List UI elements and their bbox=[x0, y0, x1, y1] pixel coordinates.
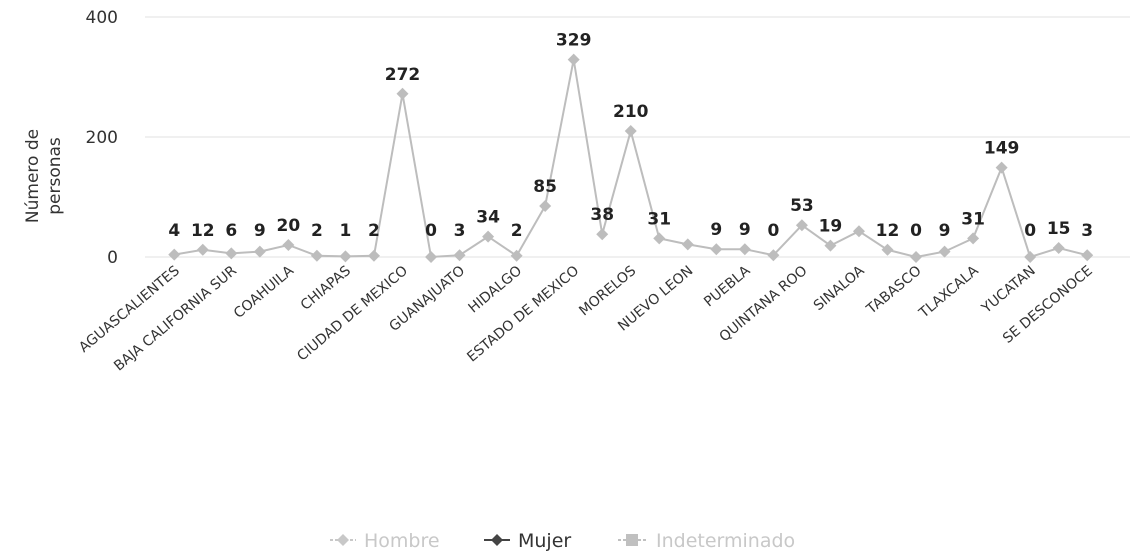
data-point[interactable] bbox=[253, 245, 266, 258]
data-label: 1 bbox=[340, 221, 352, 241]
x-tick-label: PUEBLA bbox=[701, 263, 754, 311]
data-point[interactable] bbox=[624, 125, 637, 137]
data-label: 9 bbox=[739, 220, 751, 240]
data-label: 53 bbox=[790, 196, 814, 216]
data-label: 3 bbox=[1081, 221, 1093, 241]
data-label: 12 bbox=[191, 221, 215, 241]
data-label: 0 bbox=[910, 221, 922, 241]
data-point[interactable] bbox=[795, 219, 808, 232]
data-point[interactable] bbox=[767, 249, 780, 262]
legend-label-hombre: Hombre bbox=[364, 530, 440, 552]
data-point[interactable] bbox=[824, 239, 837, 252]
data-label: 12 bbox=[876, 221, 900, 241]
data-label: 149 bbox=[984, 139, 1020, 159]
data-point[interactable] bbox=[196, 243, 209, 256]
data-point[interactable] bbox=[938, 245, 951, 258]
data-point[interactable] bbox=[510, 249, 523, 262]
data-label: 2 bbox=[511, 221, 523, 241]
legend-item-hombre[interactable]: Hombre bbox=[330, 530, 440, 552]
data-label: 85 bbox=[533, 177, 557, 197]
y-axis: 0 200 400 bbox=[86, 8, 118, 268]
data-point[interactable] bbox=[539, 200, 552, 212]
data-label: 6 bbox=[225, 221, 237, 241]
data-label: 9 bbox=[710, 220, 722, 240]
data-point[interactable] bbox=[225, 247, 238, 260]
data-point[interactable] bbox=[1081, 249, 1094, 262]
x-tick-label: TABASCO bbox=[863, 263, 925, 318]
data-point[interactable] bbox=[681, 238, 694, 251]
data-point[interactable] bbox=[596, 228, 609, 241]
legend-marker-mujer bbox=[491, 534, 503, 546]
data-point[interactable] bbox=[710, 243, 723, 256]
data-label: 15 bbox=[1047, 219, 1071, 239]
data-point[interactable] bbox=[881, 243, 894, 256]
data-label: 38 bbox=[590, 205, 614, 225]
x-tick-label: ESTADO DE MEXICO bbox=[464, 263, 582, 366]
data-label: 3 bbox=[454, 221, 466, 241]
legend-label-mujer: Mujer bbox=[518, 530, 571, 552]
legend-item-indeterminado[interactable]: Indeterminado bbox=[618, 530, 795, 552]
data-point[interactable] bbox=[852, 225, 865, 238]
data-label: 9 bbox=[254, 221, 266, 241]
data-point[interactable] bbox=[367, 249, 380, 262]
data-point[interactable] bbox=[396, 87, 409, 100]
data-point[interactable] bbox=[425, 251, 438, 263]
data-point[interactable] bbox=[168, 248, 181, 261]
data-label: 272 bbox=[385, 65, 421, 85]
y-axis-label-line-1: Número de bbox=[23, 129, 43, 223]
data-point[interactable] bbox=[1024, 251, 1037, 263]
y-tick-label: 200 bbox=[86, 128, 118, 148]
data-label: 34 bbox=[476, 208, 500, 228]
data-point[interactable] bbox=[482, 230, 495, 243]
gridlines bbox=[145, 16, 1130, 258]
data-label: 0 bbox=[1024, 221, 1036, 241]
y-axis-label-line-2: personas bbox=[45, 137, 65, 215]
x-tick-label: TLAXCALA bbox=[916, 263, 982, 322]
x-tick-label: COAHUILA bbox=[231, 263, 297, 322]
data-label: 2 bbox=[368, 221, 380, 241]
data-point[interactable] bbox=[967, 232, 980, 245]
y-tick-label: 0 bbox=[107, 248, 118, 268]
legend-marker-hombre bbox=[337, 534, 349, 546]
data-point[interactable] bbox=[339, 250, 352, 263]
data-label: 19 bbox=[819, 217, 843, 237]
data-label: 31 bbox=[647, 209, 671, 229]
x-tick-label: SINALOA bbox=[811, 263, 868, 315]
data-label: 0 bbox=[425, 221, 437, 241]
legend[interactable]: Hombre Mujer Indeterminado bbox=[330, 530, 795, 552]
data-point[interactable] bbox=[567, 53, 580, 66]
legend-marker-indeterminado bbox=[626, 534, 638, 546]
legend-label-indeterminado: Indeterminado bbox=[656, 530, 795, 552]
data-point[interactable] bbox=[653, 232, 666, 245]
data-point[interactable] bbox=[282, 239, 295, 251]
data-point[interactable] bbox=[995, 161, 1008, 174]
data-label: 210 bbox=[613, 102, 649, 122]
series-markers bbox=[168, 53, 1094, 263]
data-label: 4 bbox=[168, 221, 180, 241]
data-label: 2 bbox=[311, 221, 323, 241]
data-point[interactable] bbox=[1052, 242, 1065, 254]
data-label: 20 bbox=[277, 216, 301, 236]
x-tick-label: AGUASCALIENTES bbox=[76, 263, 183, 356]
data-label: 0 bbox=[767, 221, 779, 241]
data-label: 329 bbox=[556, 31, 592, 51]
y-tick-label: 400 bbox=[86, 8, 118, 28]
data-label: 31 bbox=[961, 209, 985, 229]
data-point[interactable] bbox=[910, 251, 923, 263]
data-point[interactable] bbox=[453, 249, 466, 262]
x-tick-label: CIUDAD DE MEXICO bbox=[294, 263, 411, 365]
data-point[interactable] bbox=[738, 243, 751, 256]
data-label: 9 bbox=[939, 221, 951, 241]
x-tick-label: CHIAPAS bbox=[298, 263, 354, 314]
legend-item-mujer[interactable]: Mujer bbox=[484, 530, 571, 552]
data-point[interactable] bbox=[310, 249, 323, 262]
